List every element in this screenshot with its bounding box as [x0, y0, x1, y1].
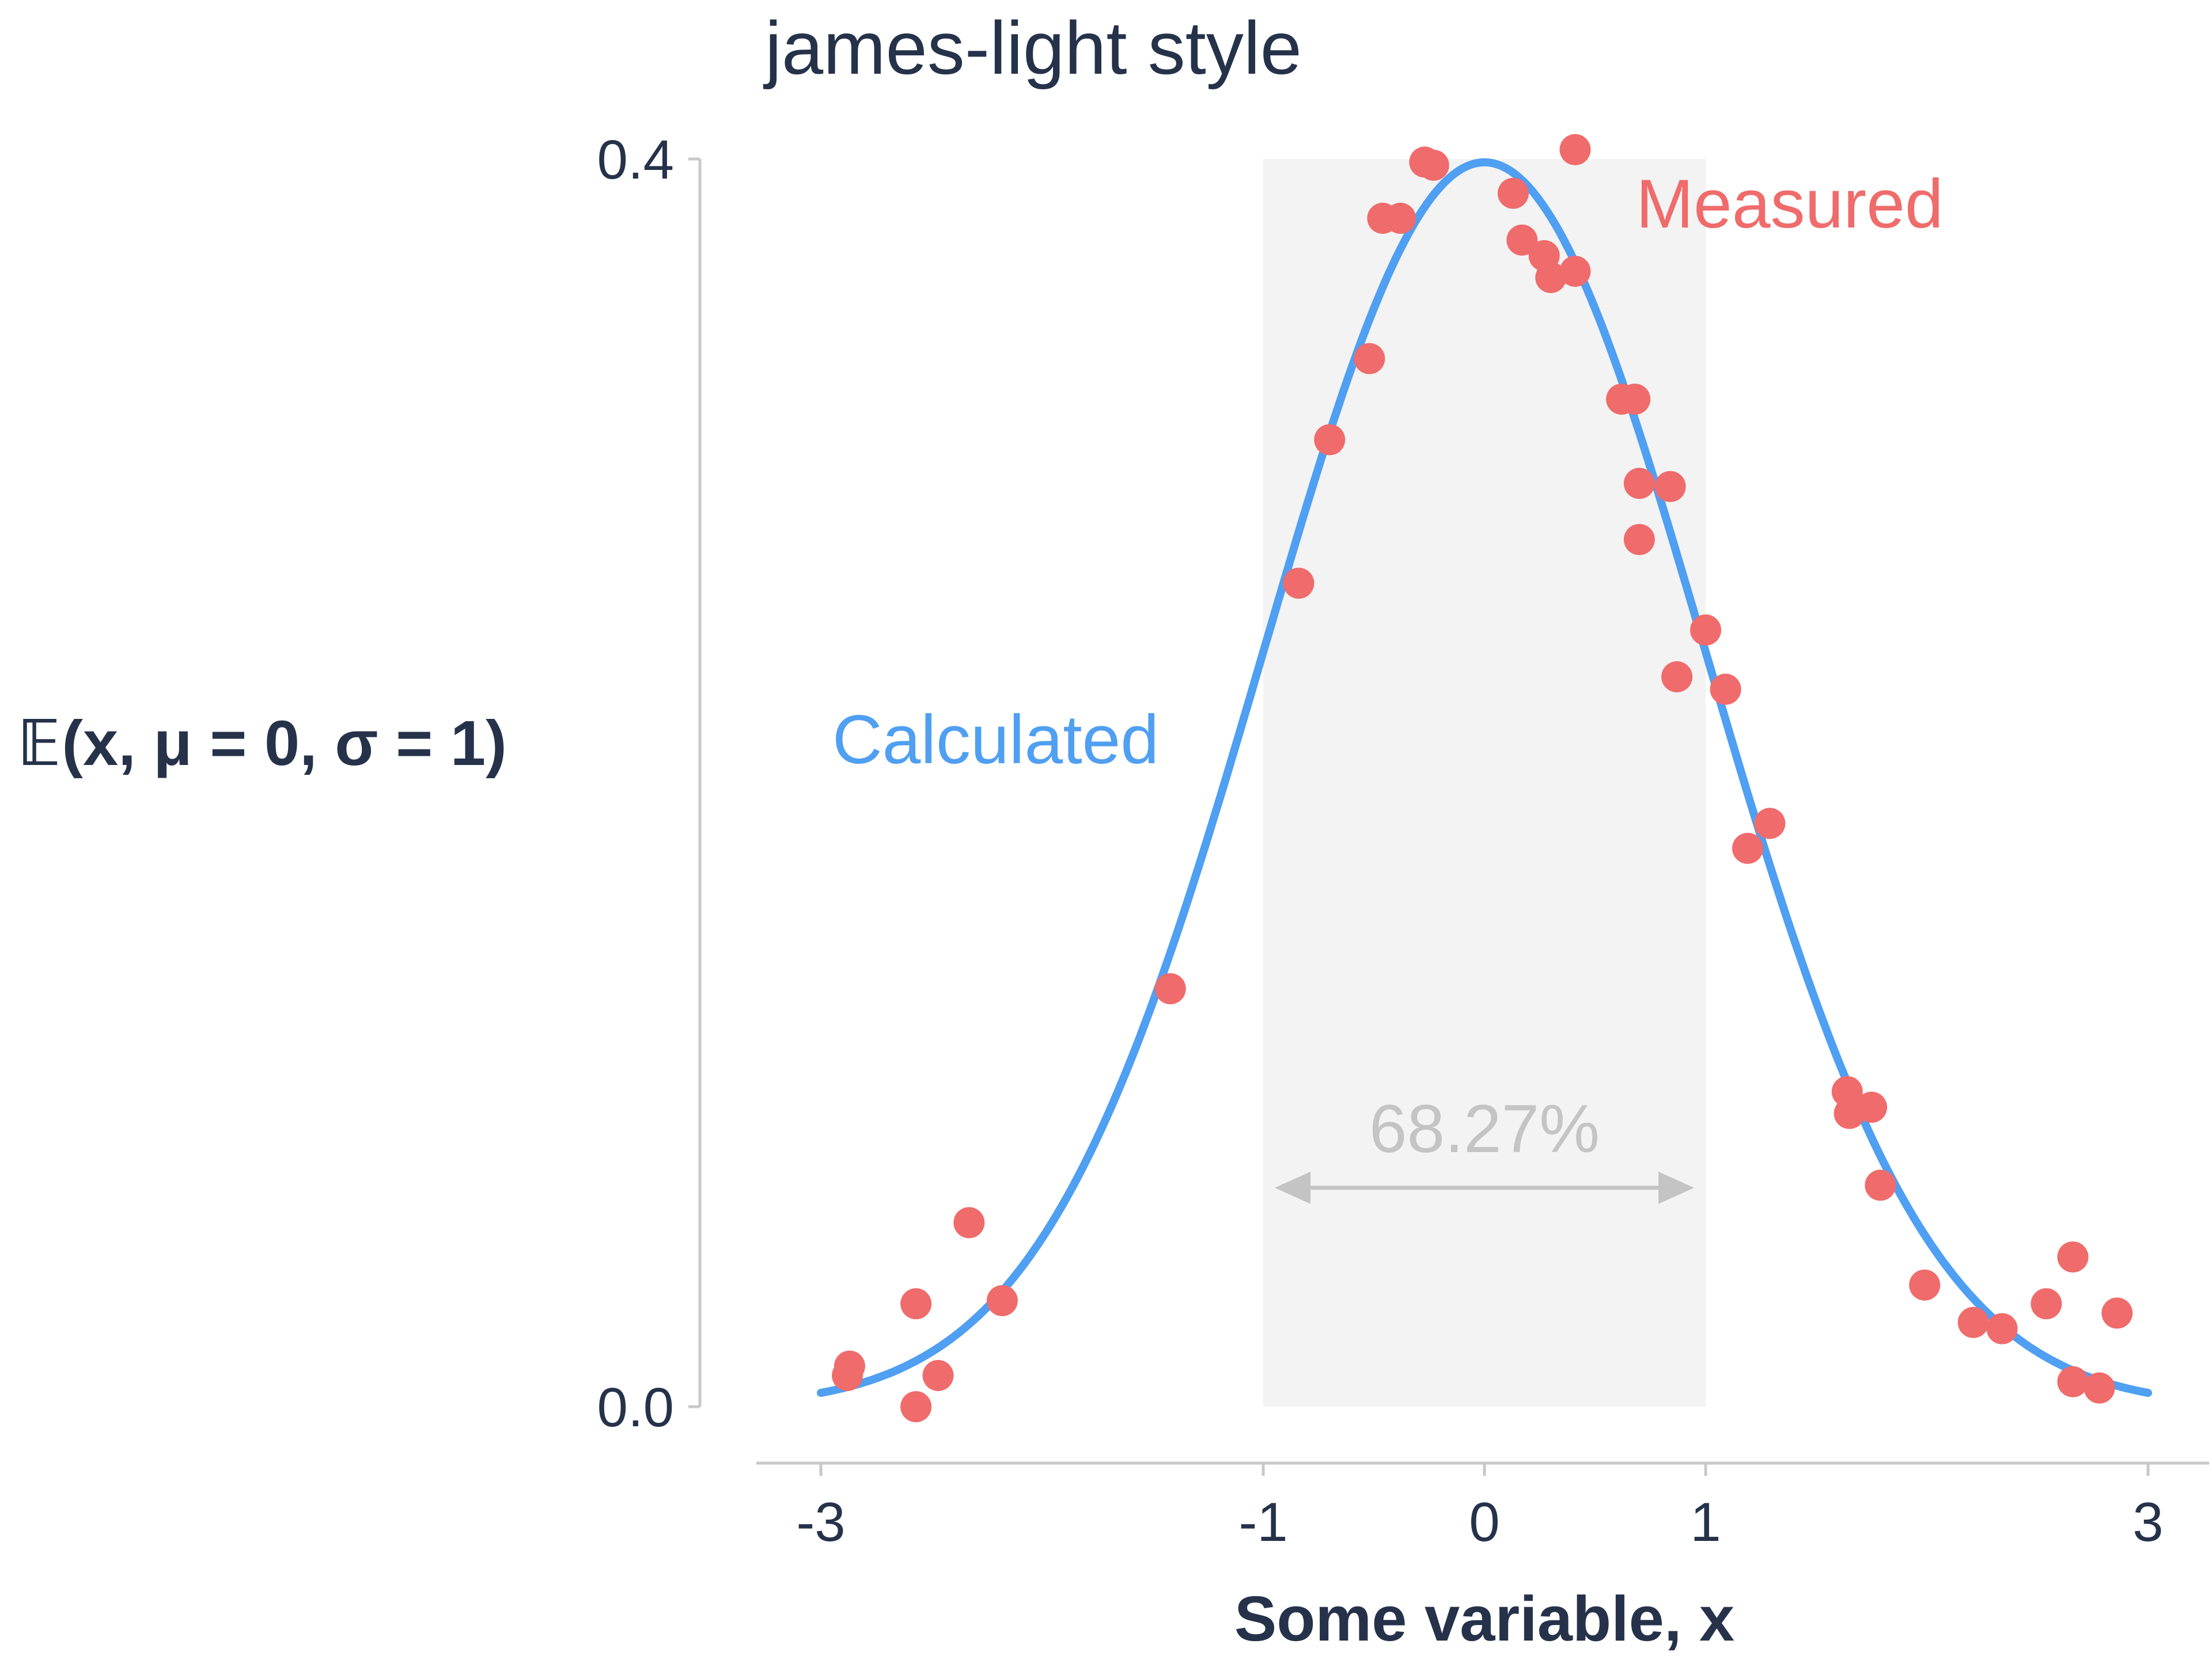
measured-point: [2057, 1241, 2089, 1273]
calculated-series: [817, 158, 2152, 1397]
measured-point: [1957, 1306, 1989, 1338]
shaded-percentage-label: 68.27%: [1369, 1091, 1600, 1167]
measured-point: [1623, 468, 1655, 499]
measured-point: [986, 1285, 1018, 1316]
measured-point: [1497, 177, 1529, 209]
measured-point: [1661, 661, 1693, 692]
x-tick-label: -1: [1238, 1491, 1287, 1553]
measured-series: [832, 134, 2133, 1422]
measured-point: [1623, 524, 1655, 555]
measured-annotation: Measured: [1636, 165, 1944, 243]
y-tick-label: 0.0: [597, 1377, 674, 1438]
y-axis-label: 𝔼(x, μ = 0, σ = 1): [18, 708, 507, 779]
measured-point: [1506, 224, 1538, 256]
measured-point: [953, 1207, 985, 1238]
measured-point: [1559, 255, 1591, 287]
shaded-region-rect: [1263, 159, 1706, 1407]
x-tick-label: 0: [1469, 1491, 1499, 1553]
x-axis-label: Some variable, x: [1234, 1584, 1734, 1654]
measured-point: [1314, 424, 1346, 456]
measured-point: [1754, 808, 1786, 839]
measured-point: [2084, 1372, 2115, 1404]
measured-point: [1654, 471, 1686, 502]
measured-point: [900, 1288, 932, 1320]
measured-point: [2057, 1366, 2089, 1397]
annotations: Calculated Measured 68.27%: [832, 165, 1944, 1204]
measured-point: [2031, 1288, 2062, 1320]
measured-point: [834, 1350, 865, 1382]
measured-point: [1354, 343, 1385, 374]
measured-point: [1559, 134, 1591, 165]
measured-point: [1283, 567, 1315, 599]
measured-point: [1732, 832, 1763, 864]
shaded-region: [1263, 159, 1706, 1407]
x-tick-label: 3: [2133, 1491, 2163, 1553]
measured-point: [1690, 614, 1721, 646]
chart-title: james-light style: [763, 6, 1302, 90]
measured-point: [1418, 149, 1449, 181]
measured-point: [1710, 673, 1741, 705]
measured-point: [1535, 262, 1567, 293]
range-arrow-right-head: [1658, 1172, 1694, 1204]
measured-point: [1986, 1313, 2018, 1344]
measured-point: [922, 1359, 954, 1391]
y-tick-label: 0.4: [597, 129, 674, 191]
measured-point: [1909, 1269, 1941, 1301]
measured-point: [2101, 1297, 2133, 1329]
measured-point: [1856, 1092, 1887, 1123]
calculated-curve-line: [817, 158, 2152, 1397]
x-tick-label: -3: [796, 1491, 845, 1553]
x-tick-label: 1: [1690, 1491, 1721, 1553]
measured-point: [1385, 202, 1416, 234]
measured-point: [900, 1391, 932, 1422]
range-arrow-left-head: [1275, 1172, 1310, 1204]
measured-point: [1865, 1169, 1896, 1201]
axes: 0.0 0.4 -3 -1 0 1 3: [597, 129, 2209, 1553]
measured-point: [1154, 973, 1186, 1005]
measured-point: [1619, 383, 1651, 415]
calculated-annotation: Calculated: [832, 701, 1159, 778]
